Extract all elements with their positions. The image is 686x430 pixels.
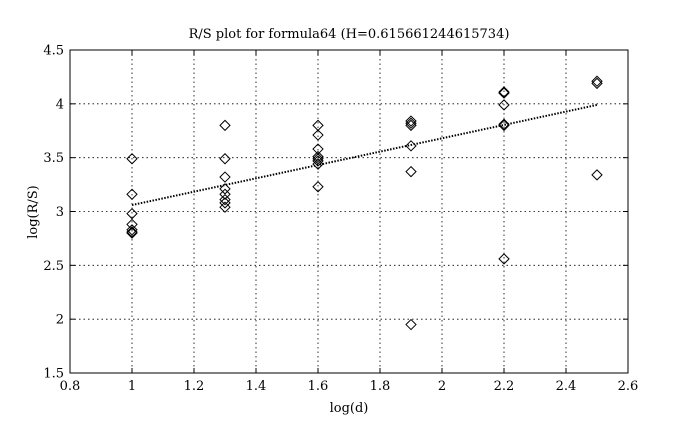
data-point-diamond: [498, 86, 510, 98]
data-point-diamond: [312, 153, 324, 165]
x-tick-label: 1.4: [246, 379, 267, 394]
x-tick-label: 1.2: [184, 379, 205, 394]
data-point-diamond: [126, 207, 138, 220]
data-point-diamond: [126, 226, 138, 238]
data-point-diamond: [126, 227, 138, 239]
y-tick-label: 3.5: [43, 151, 64, 166]
data-point-diamond: [405, 318, 417, 331]
data-point-diamond: [591, 169, 603, 181]
data-point-diamond: [405, 115, 417, 127]
data-point-diamond: [591, 77, 603, 90]
x-axis-label: log(d): [330, 401, 369, 416]
data-point-diamond: [498, 118, 510, 130]
data-point-diamond: [405, 117, 417, 129]
y-axis-label: log(R/S): [26, 185, 41, 239]
data-point-diamond: [219, 197, 231, 209]
data-point-diamond: [405, 119, 417, 132]
data-point-diamond: [219, 183, 231, 195]
x-tick-label: 2: [438, 379, 446, 394]
data-point-diamond: [312, 181, 324, 193]
y-tick-label: 1.5: [43, 367, 64, 382]
data-point-diamond: [126, 218, 138, 231]
x-tick-label: 1.8: [370, 379, 391, 394]
data-point-diamond: [405, 165, 417, 178]
data-point-diamond: [591, 75, 603, 87]
data-point-diamond: [126, 224, 138, 236]
x-tick-label: 2.4: [556, 379, 577, 394]
y-tick-label: 2.5: [43, 259, 64, 274]
data-point-diamond: [312, 155, 324, 167]
x-tick-label: 1.6: [308, 379, 329, 394]
x-tick-label: 2.2: [494, 379, 515, 394]
data-point-diamond: [498, 119, 510, 132]
plot-area-frame: [69, 49, 629, 374]
y-tick-label: 2: [56, 313, 64, 328]
x-tick-label: 0.8: [60, 379, 81, 394]
chart-title: R/S plot for formula64 (H=0.615661244615…: [189, 27, 510, 42]
data-point-diamond: [219, 201, 231, 213]
fit-line-layer: [131, 103, 598, 207]
data-point-diamond: [219, 153, 231, 165]
fit-line: [131, 103, 598, 207]
data-point-diamond: [219, 171, 231, 183]
data-point-diamond: [126, 153, 138, 165]
data-point-diamond: [126, 188, 138, 200]
data-point-diamond: [219, 188, 231, 200]
y-tick-label: 3: [56, 205, 64, 220]
data-point-diamond: [219, 119, 231, 132]
x-tick-label: 1: [128, 379, 136, 394]
data-point-diamond: [498, 87, 510, 99]
axis-ticks: 0.8 1 1.2 1.4 1.6 1.8 2 2.2 2.4 2.6 1.5 2 2.5 3 3.5 4 4.…: [43, 44, 638, 395]
data-point-diamond: [312, 129, 324, 141]
x-tick-label: 2.6: [618, 379, 639, 394]
data-point-diamond: [498, 253, 510, 265]
data-point-diamond: [405, 140, 417, 152]
data-point-diamond: [219, 193, 231, 206]
data-point-diamond: [498, 99, 510, 111]
y-tick-label: 4: [56, 97, 64, 112]
data-point-diamond: [312, 150, 324, 163]
y-tick-label: 4.5: [43, 44, 64, 59]
data-point-diamond: [312, 158, 324, 170]
data-points-layer: [126, 75, 603, 331]
